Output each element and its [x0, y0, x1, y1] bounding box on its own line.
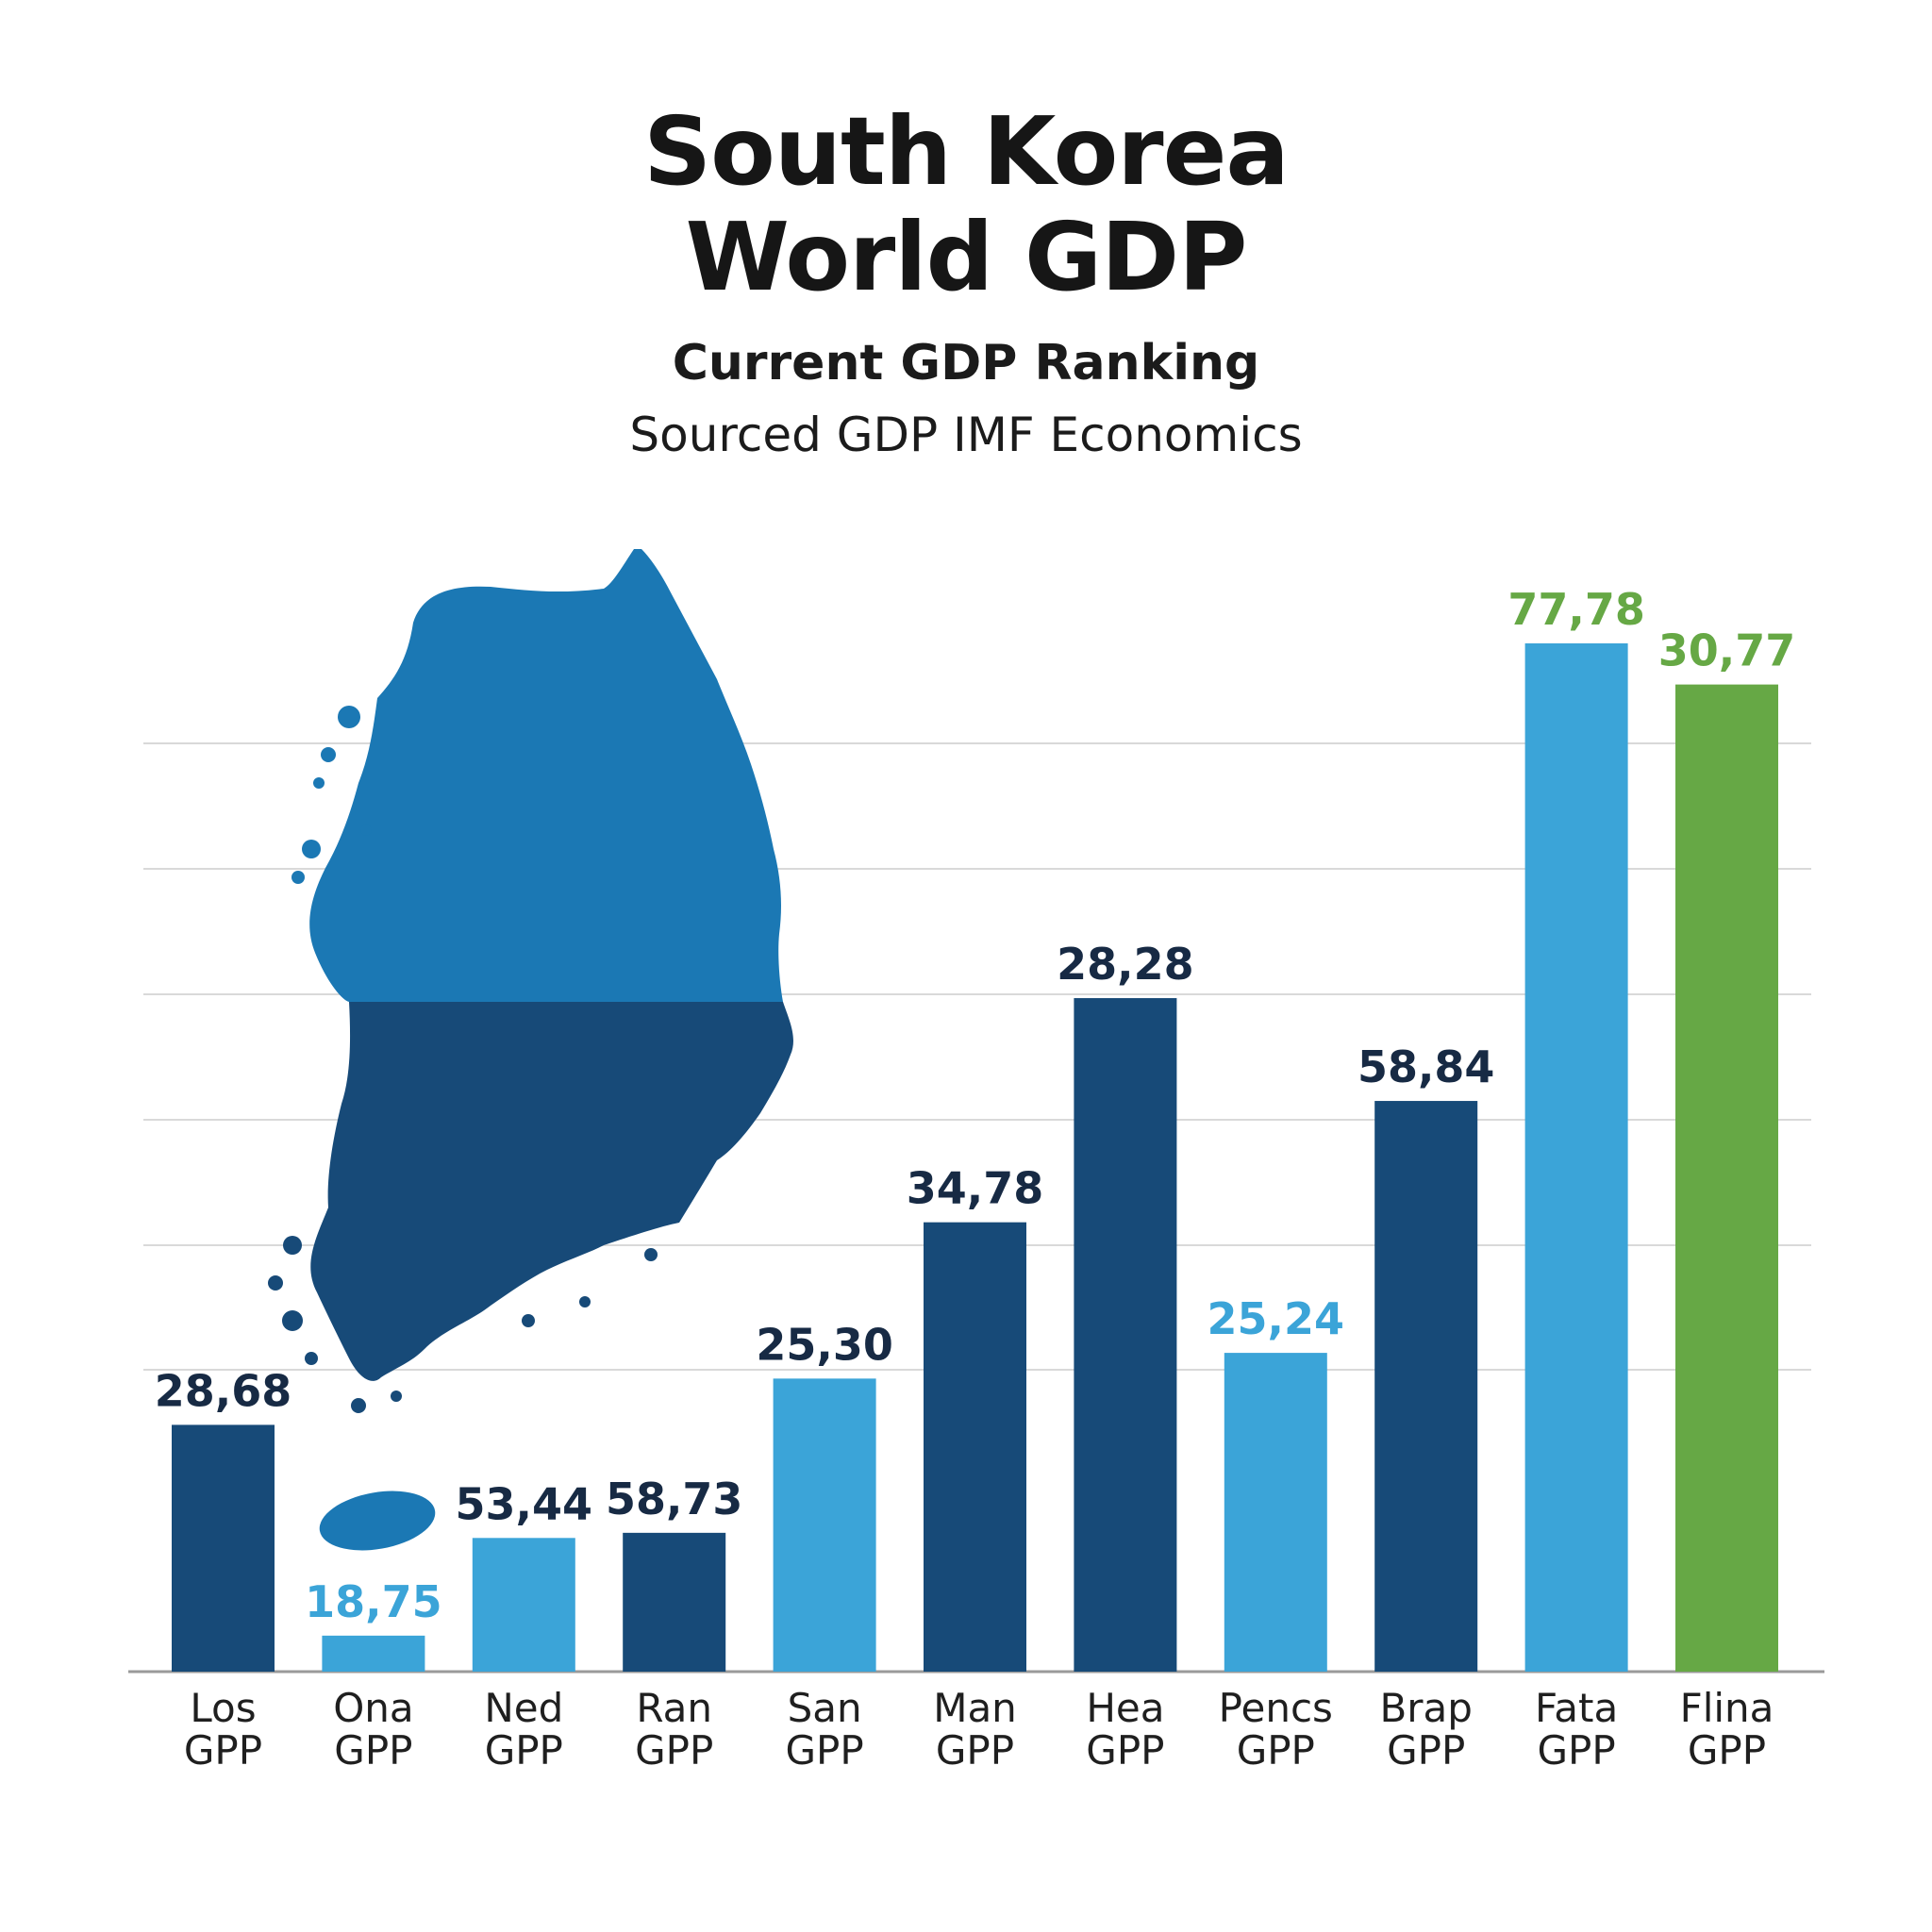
chart-source: Sourced GDP IMF Economics: [629, 408, 1303, 462]
category-label-hea-line-1: Hea: [1086, 1685, 1164, 1731]
category-label-flina-line-1: Flina: [1680, 1685, 1774, 1731]
bar-hea: [1074, 998, 1177, 1672]
map-south-islands: [268, 1236, 658, 1413]
value-label-man: 34,78: [907, 1163, 1044, 1214]
bar-san: [773, 1378, 876, 1672]
bar-ran: [623, 1532, 726, 1672]
category-label-flina-line-2: GPP: [1688, 1727, 1766, 1774]
value-label-ona: 18,75: [305, 1576, 442, 1627]
value-labels: 28,68 18,75 53,44 58,73 25,30 34,78 28,28 25,24…: [155, 584, 1796, 1627]
title-line-1: South Korea: [643, 96, 1290, 207]
bar-ona: [322, 1635, 425, 1672]
category-label-fata-line-2: GPP: [1537, 1727, 1615, 1774]
value-label-flina: 30,77: [1658, 625, 1796, 676]
category-label-ned-line-1: Ned: [484, 1685, 563, 1731]
value-label-brap: 58,84: [1357, 1041, 1495, 1092]
category-label-man-line-2: GPP: [936, 1727, 1014, 1774]
jeju-island-icon: [319, 1491, 436, 1551]
value-label-ran: 58,73: [606, 1474, 743, 1524]
category-label-los-line-2: GPP: [184, 1727, 262, 1774]
category-label-san-line-1: San: [788, 1685, 862, 1731]
bar-flina: [1675, 684, 1778, 1672]
category-label-pencs-line-1: Pencs: [1219, 1685, 1333, 1731]
category-label-fata-line-1: Fata: [1535, 1685, 1618, 1731]
bar-man: [924, 1222, 1026, 1672]
value-label-hea: 28,28: [1057, 939, 1194, 990]
category-label-ran-line-1: Ran: [636, 1685, 712, 1731]
category-label-ona-line-2: GPP: [334, 1727, 412, 1774]
bars: [172, 643, 1778, 1672]
category-label-ned-line-2: GPP: [485, 1727, 563, 1774]
bar-pencs: [1224, 1353, 1327, 1672]
bar-los: [172, 1424, 275, 1672]
chart-title: South Korea World GDP: [0, 99, 1932, 310]
value-label-fata: 77,78: [1507, 584, 1645, 635]
category-label-ona-line-1: Ona: [333, 1685, 413, 1731]
category-label-san-line-2: GPP: [785, 1727, 863, 1774]
category-label-brap-line-1: Brap: [1379, 1685, 1472, 1731]
category-label-man-line-1: Man: [933, 1685, 1017, 1731]
bar-ned: [472, 1538, 575, 1672]
category-label-ran-line-2: GPP: [635, 1727, 713, 1774]
value-label-san: 25,30: [756, 1319, 893, 1370]
category-label-brap-line-2: GPP: [1387, 1727, 1465, 1774]
value-label-pencs: 25,24: [1208, 1293, 1345, 1344]
category-labels: LosGPPOnaGPPNedGPPRanGPPSanGPPManGPPHeaG…: [184, 1685, 1774, 1774]
value-label-ned: 53,44: [456, 1478, 593, 1529]
category-label-hea-line-2: GPP: [1086, 1727, 1164, 1774]
chart-subtitle: Current GDP Ranking: [672, 335, 1260, 391]
title-line-2: World GDP: [685, 202, 1248, 312]
bar-fata: [1524, 643, 1628, 1672]
category-label-los-line-1: Los: [190, 1685, 256, 1731]
bar-brap: [1374, 1101, 1478, 1672]
map-west-islands: [291, 706, 372, 884]
south-korea-map-icon: [268, 549, 793, 1551]
value-label-los: 28,68: [155, 1365, 292, 1416]
category-label-pencs-line-2: GPP: [1237, 1727, 1315, 1774]
